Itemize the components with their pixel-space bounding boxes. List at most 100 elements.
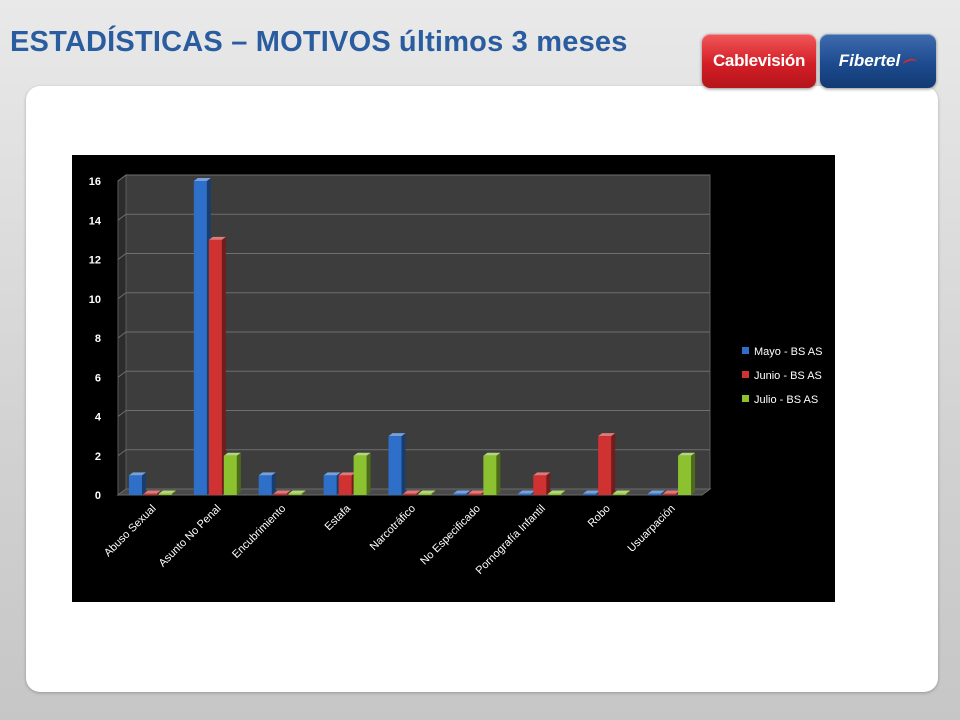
gridline-side: [117, 331, 127, 339]
bar-top: [598, 433, 616, 437]
bar-top: [403, 490, 421, 494]
fibertel-swoosh-icon: [902, 57, 918, 69]
bar-top: [613, 490, 631, 494]
bar: [158, 493, 172, 495]
bar: [663, 493, 677, 495]
bar: [208, 239, 222, 495]
legend-label: Julio - BS AS: [754, 394, 818, 406]
y-tick-label: 8: [95, 333, 101, 345]
bar: [583, 493, 597, 495]
legend-label: Mayo - BS AS: [754, 346, 822, 358]
gridline-side: [117, 213, 127, 221]
bar-top: [258, 472, 276, 476]
bar-top: [518, 490, 536, 494]
bar-top: [323, 472, 341, 476]
x-tick-label: Narcotráfico: [368, 503, 418, 553]
bar-side: [546, 472, 551, 495]
bar-top: [158, 490, 176, 494]
bar: [128, 475, 142, 495]
bar-top: [548, 490, 566, 494]
gridline-side: [117, 410, 127, 417]
slide-title-subtitle: últimos 3 meses: [398, 26, 628, 58]
gridline-side: [117, 174, 127, 182]
bar: [598, 436, 612, 495]
bar: [483, 455, 497, 495]
bar-side: [431, 490, 436, 495]
bar-side: [401, 433, 406, 495]
cablevision-logo-text: Cablevisión: [712, 51, 806, 70]
bar: [388, 436, 402, 495]
gridline-side: [117, 370, 127, 378]
bar-top: [193, 178, 211, 181]
bar: [678, 455, 692, 495]
slide-title: ESTADÍSTICAS – MOTIVOS últimos 3 meses: [10, 26, 628, 59]
bar: [288, 493, 302, 495]
bar: [468, 493, 482, 495]
bar-side: [561, 490, 566, 495]
bar-top: [678, 452, 696, 456]
bar-side: [221, 236, 226, 495]
gridline-side: [117, 253, 127, 260]
cablevision-logo: Cablevisión: [702, 34, 816, 88]
y-tick-label: 4: [95, 412, 102, 424]
bar-top: [273, 490, 291, 494]
x-tick-label: Robo: [586, 503, 613, 530]
bar: [353, 455, 367, 495]
y-tick-label: 12: [89, 255, 101, 267]
bar: [403, 493, 417, 495]
bar: [258, 475, 272, 495]
bar-top: [143, 490, 161, 494]
bar-side: [286, 490, 291, 495]
bar-top: [288, 490, 306, 494]
bar: [223, 455, 237, 495]
bar-top: [338, 472, 356, 476]
y-tick-label: 16: [89, 176, 101, 188]
bar: [143, 493, 157, 495]
x-tick-label: Asunto No Penal: [157, 503, 224, 570]
bar: [418, 493, 432, 495]
bar-top: [223, 452, 241, 456]
bar: [613, 493, 627, 495]
legend-swatch: [742, 371, 749, 378]
x-tick-label: Usuarpación: [626, 503, 678, 555]
y-tick-label: 10: [89, 294, 101, 306]
y-tick-label: 2: [95, 451, 101, 463]
y-tick-label: 6: [95, 372, 101, 384]
bar: [273, 493, 287, 495]
bar-top: [663, 490, 681, 494]
x-tick-label: No Especificado: [418, 503, 483, 568]
bar: [533, 475, 547, 495]
bar-side: [466, 490, 471, 495]
bar: [518, 493, 532, 495]
bar: [193, 181, 207, 495]
y-tick-label: 14: [89, 215, 102, 227]
x-tick-label: Abuso Sexual: [102, 503, 158, 559]
bar-side: [611, 433, 616, 495]
bar-side: [301, 490, 306, 495]
gridline-side: [117, 449, 127, 457]
x-tick-label: Pornografía Infantil: [474, 503, 548, 577]
fibertel-logo: Fibertel: [820, 34, 936, 88]
bar-side: [171, 490, 176, 495]
bar-top: [208, 236, 226, 240]
chart-area: 0 2 4 6 8 10 12 14 16 Abuso Sexual Asunto No Penal…: [72, 155, 835, 602]
bar-side: [661, 490, 666, 495]
bar: [548, 493, 562, 495]
bar-side: [496, 452, 501, 495]
bar-side: [141, 472, 146, 495]
bar-side: [156, 490, 161, 495]
bar-top: [468, 490, 486, 494]
bar-side: [416, 490, 421, 495]
bar-top: [648, 490, 666, 494]
x-tick-label: Encubrimiento: [230, 503, 288, 561]
legend-swatch: [742, 395, 749, 402]
bar: [338, 475, 352, 495]
slide-title-main: ESTADÍSTICAS – MOTIVOS: [10, 26, 391, 58]
bar-top: [418, 490, 436, 494]
y-tick-label: 0: [95, 490, 101, 502]
bar-top: [353, 452, 371, 456]
bar-side: [236, 452, 241, 495]
bar: [323, 475, 337, 495]
bar-side: [691, 452, 696, 495]
bar: [453, 493, 467, 495]
